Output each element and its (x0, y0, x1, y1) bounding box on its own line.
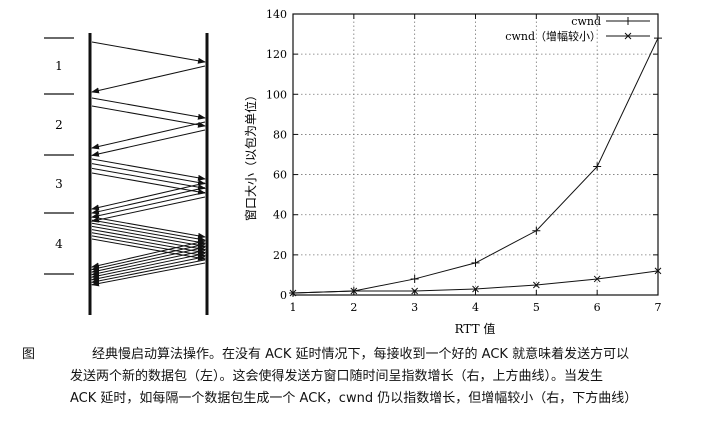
legend-marker-cwnd (624, 17, 632, 25)
ack-arrow (91, 253, 206, 279)
y-tick-label: 100 (266, 88, 287, 101)
data-point (411, 287, 419, 295)
chart-grid (293, 14, 658, 295)
sequence-diagram: 1 2 3 4 (44, 33, 209, 315)
y-axis-ticks: 0 20 40 60 80 100 120 140 (266, 8, 658, 302)
data-packet-arrow (91, 232, 206, 255)
data-point (654, 34, 662, 43)
data-packet-arrow (91, 163, 206, 186)
data-packet-arrow (91, 238, 206, 261)
data-packet-arrow (91, 41, 206, 64)
data-packet-arrow (91, 216, 206, 239)
ack-arrow (91, 259, 206, 284)
ack-arrow (91, 246, 206, 274)
data-point (350, 287, 358, 295)
legend-label-cwnd-small: cwnd（增幅较小） (505, 29, 601, 43)
data-point (289, 289, 297, 297)
legend-marker-cwnd-small (624, 32, 632, 40)
round-label: 3 (55, 177, 63, 191)
y-tick-label: 20 (273, 249, 287, 262)
data-point (472, 285, 479, 293)
y-tick-label: 40 (273, 209, 287, 222)
round-label: 4 (55, 237, 63, 251)
round-label: 1 (55, 59, 63, 73)
x-tick-label: 5 (533, 301, 540, 314)
packet-arrows (91, 41, 206, 287)
round-label: 2 (55, 118, 63, 132)
caption-line: 经典慢启动算法操作。在没有 ACK 延时情况下，每接收到一个好的 ACK 就意味… (92, 347, 630, 362)
legend-label-cwnd: cwnd (571, 15, 601, 28)
ack-arrow (91, 240, 206, 269)
data-packet-arrow (91, 229, 206, 252)
x-tick-label: 6 (594, 301, 601, 314)
data-point (593, 162, 602, 171)
x-tick-label: 7 (655, 301, 662, 314)
data-packet-arrow (91, 219, 206, 242)
cwnd-chart: 0 20 40 60 80 100 120 140 1 2 3 4 5 6 7 RTT 值 窗口大小（以包… (243, 8, 662, 336)
x-axis-label: RTT 值 (455, 321, 496, 336)
caption-line: 发送两个新的数据包（左）。这会使得发送方窗口随时间呈指数增长（右，上方曲线）。当… (70, 369, 604, 384)
ack-arrow (91, 65, 206, 94)
y-axis-label: 窗口大小（以包为单位） (243, 89, 258, 221)
data-point (410, 274, 419, 283)
data-point (471, 258, 480, 267)
x-tick-label: 4 (472, 301, 479, 314)
data-point (593, 275, 601, 283)
ack-arrow (91, 262, 206, 287)
y-tick-label: 60 (273, 169, 287, 182)
ack-arrow (91, 256, 206, 282)
ack-arrow (91, 243, 206, 271)
data-point (532, 281, 540, 289)
ack-arrow (91, 187, 206, 215)
data-packet-arrow (91, 172, 206, 195)
caption-line: ACK 延时，如每隔一个数据包生成一个 ACK，cwnd 仍以指数增长，但增幅较… (70, 391, 638, 406)
ack-arrow (91, 182, 206, 211)
data-packet-arrow (91, 97, 206, 120)
data-point (654, 267, 662, 275)
y-tick-label: 0 (280, 289, 287, 302)
y-tick-label: 120 (266, 48, 287, 61)
data-point (532, 226, 541, 235)
chart-series (289, 34, 662, 297)
data-packet-arrow (91, 167, 206, 191)
ack-arrow (91, 121, 206, 150)
caption-label: 图 (22, 347, 36, 362)
x-tick-label: 2 (350, 301, 357, 314)
ack-arrow (91, 191, 206, 219)
data-packet-arrow (91, 105, 206, 128)
x-tick-label: 3 (411, 301, 418, 314)
y-tick-label: 80 (273, 128, 287, 141)
data-packet-arrow (91, 222, 206, 246)
x-tick-label: 1 (290, 301, 297, 314)
ack-arrow (91, 196, 206, 223)
data-packet-arrow (91, 225, 206, 249)
ack-arrow (91, 129, 206, 157)
data-packet-arrow (91, 235, 206, 258)
y-tick-label: 140 (266, 8, 287, 21)
chart-legend: cwnd cwnd（增幅较小） (505, 15, 650, 43)
ack-arrow (91, 249, 206, 277)
slow-start-figure: 1 2 3 4 0 20 40 60 80 100 120 140 1 2 3 4 5 6 7 RTT 值… (44, 8, 662, 336)
data-packet-arrow (91, 158, 206, 181)
